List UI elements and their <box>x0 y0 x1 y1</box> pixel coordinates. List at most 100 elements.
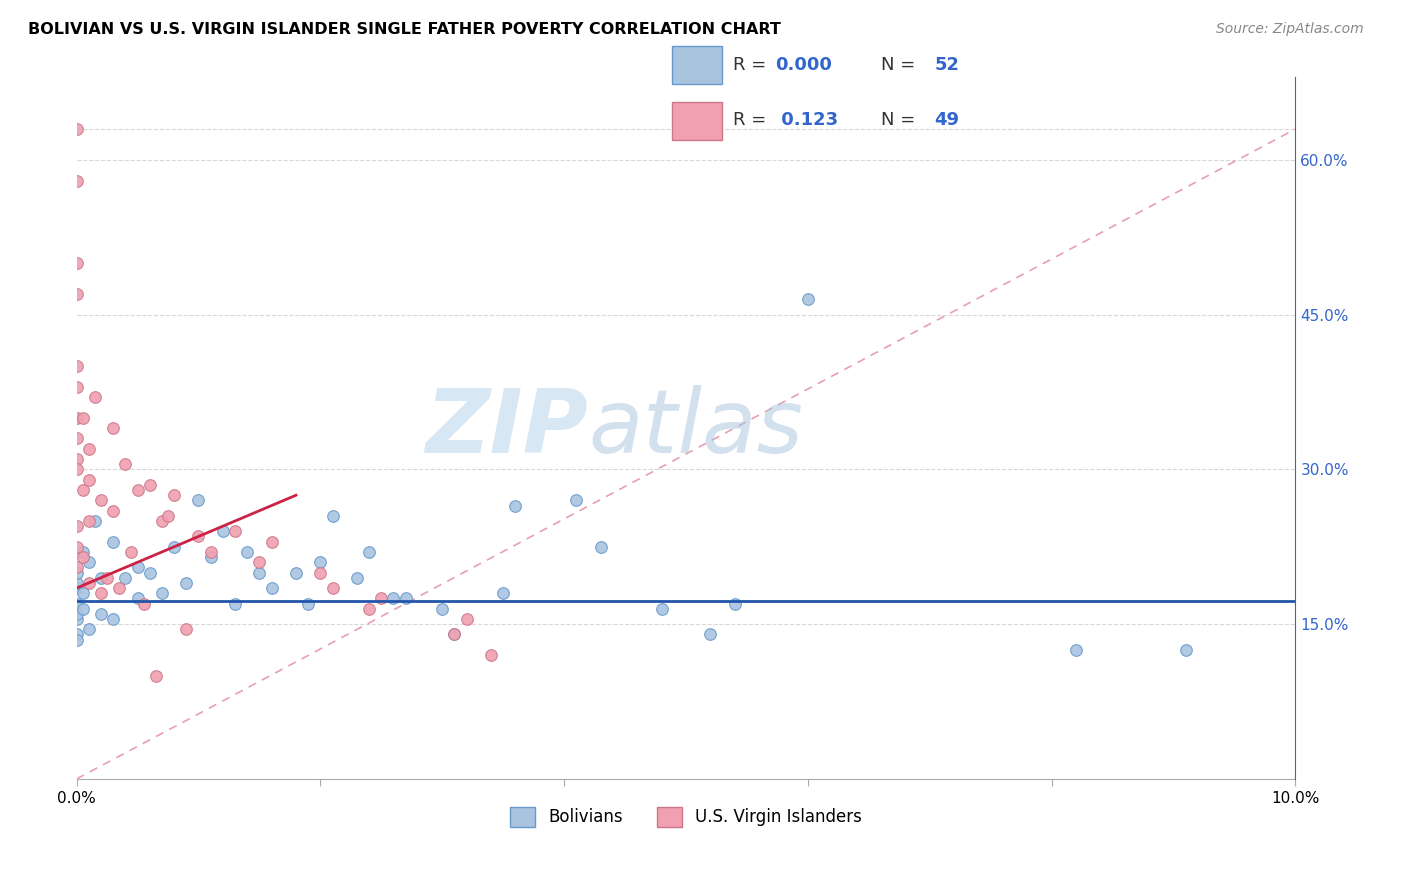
Point <box>96 571 118 585</box>
Point <box>200 545 222 559</box>
Point <box>65 581 87 595</box>
Point <box>65 410 87 425</box>
Point <box>443 627 465 641</box>
Point <box>114 571 136 585</box>
Text: N =: N = <box>882 55 921 74</box>
Point <box>132 597 155 611</box>
Point <box>395 591 418 606</box>
Point <box>187 493 209 508</box>
Point <box>247 566 270 580</box>
Point <box>77 442 100 456</box>
Point <box>83 514 105 528</box>
Point <box>65 612 87 626</box>
Point <box>724 597 747 611</box>
Point <box>65 287 87 301</box>
Point <box>224 597 246 611</box>
Point <box>72 601 94 615</box>
Point <box>72 550 94 565</box>
Point <box>150 514 173 528</box>
Point <box>346 571 368 585</box>
Point <box>163 488 186 502</box>
Point <box>651 601 673 615</box>
Point <box>90 607 112 621</box>
Point <box>114 457 136 471</box>
Point <box>260 534 283 549</box>
Point <box>187 529 209 543</box>
Point <box>77 473 100 487</box>
Point <box>479 648 502 662</box>
Point <box>322 581 344 595</box>
Point <box>65 519 87 533</box>
Text: 52: 52 <box>934 55 959 74</box>
Point <box>65 462 87 476</box>
Point <box>156 508 179 523</box>
Point <box>297 597 319 611</box>
Text: Source: ZipAtlas.com: Source: ZipAtlas.com <box>1216 22 1364 37</box>
Point <box>443 627 465 641</box>
Point <box>247 555 270 569</box>
Point <box>174 575 197 590</box>
Point <box>65 432 87 446</box>
Point <box>127 483 149 497</box>
Point <box>65 597 87 611</box>
Point <box>65 540 87 554</box>
Point <box>65 173 87 187</box>
Point <box>120 545 142 559</box>
Point <box>72 586 94 600</box>
Point <box>127 560 149 574</box>
Point <box>77 514 100 528</box>
Point <box>101 421 124 435</box>
Point <box>65 380 87 394</box>
Point <box>174 623 197 637</box>
Point <box>589 540 612 554</box>
Point <box>138 566 160 580</box>
Legend: Bolivians, U.S. Virgin Islanders: Bolivians, U.S. Virgin Islanders <box>503 800 869 834</box>
Point <box>108 581 131 595</box>
Point <box>505 499 527 513</box>
Point <box>456 612 478 626</box>
Point <box>65 452 87 467</box>
Point <box>65 627 87 641</box>
Point <box>359 601 381 615</box>
Point <box>1064 643 1087 657</box>
Point <box>211 524 233 539</box>
Point <box>65 566 87 580</box>
Point <box>150 586 173 600</box>
Text: 0.000: 0.000 <box>775 55 831 74</box>
Point <box>77 575 100 590</box>
Point <box>1174 643 1197 657</box>
Point <box>90 586 112 600</box>
Point <box>236 545 259 559</box>
Point <box>83 390 105 404</box>
Point <box>145 669 167 683</box>
Point <box>432 601 454 615</box>
Point <box>65 607 87 621</box>
Point <box>65 359 87 374</box>
Point <box>101 534 124 549</box>
Point <box>101 504 124 518</box>
Point <box>200 550 222 565</box>
Point <box>138 478 160 492</box>
Point <box>77 555 100 569</box>
Point <box>90 493 112 508</box>
Point <box>284 566 307 580</box>
Point <box>90 571 112 585</box>
Text: R =: R = <box>733 112 772 129</box>
Point <box>322 508 344 523</box>
Point <box>72 545 94 559</box>
Point <box>65 256 87 270</box>
Point <box>699 627 721 641</box>
Text: R =: R = <box>733 55 772 74</box>
Text: 49: 49 <box>934 112 959 129</box>
Point <box>260 581 283 595</box>
Point <box>72 483 94 497</box>
Text: atlas: atlas <box>589 385 803 471</box>
FancyBboxPatch shape <box>672 46 721 85</box>
Point <box>565 493 588 508</box>
Point <box>163 540 186 554</box>
Point <box>65 122 87 136</box>
Point <box>101 612 124 626</box>
Point <box>65 575 87 590</box>
Point <box>127 591 149 606</box>
Text: ZIP: ZIP <box>426 384 589 472</box>
